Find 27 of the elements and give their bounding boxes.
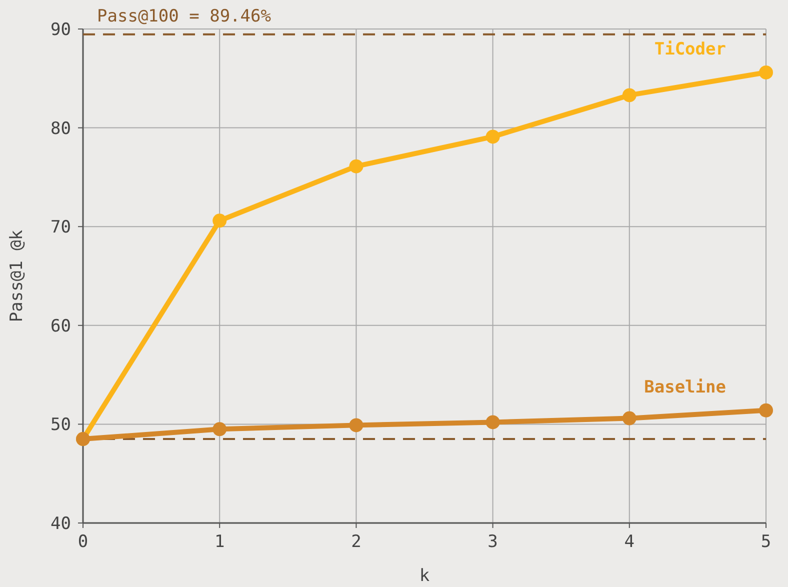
point: [349, 159, 364, 174]
x-axis-title: k: [419, 566, 430, 586]
y-tick-label: 40: [50, 514, 71, 534]
y-tick-label: 70: [50, 218, 71, 238]
y-tick-label: 60: [50, 316, 71, 336]
x-tick-label: 0: [78, 532, 88, 552]
x-tick-label: 3: [488, 532, 498, 552]
x-tick-label: 5: [760, 532, 772, 552]
x-tick-label: 2: [351, 532, 362, 552]
point: [759, 403, 773, 418]
point: [486, 415, 500, 430]
y-tick-label: 50: [50, 415, 71, 436]
y-tick-label: 80: [50, 118, 71, 139]
x-tick-label: 4: [624, 532, 635, 552]
point: [212, 214, 227, 228]
point: [622, 88, 636, 102]
ref-line-label: Pass@100 = 89.46%: [97, 6, 271, 26]
series-label: TiCoder: [654, 39, 726, 60]
point: [486, 130, 500, 144]
y-axis-title: Pass@1 @k: [7, 230, 27, 322]
y-tick-label: 90: [50, 20, 71, 40]
point: [212, 422, 227, 436]
point: [759, 65, 773, 80]
point: [622, 411, 636, 426]
x-tick-label: 1: [214, 532, 225, 552]
series-label: Baseline: [644, 377, 726, 398]
point: [349, 418, 364, 432]
